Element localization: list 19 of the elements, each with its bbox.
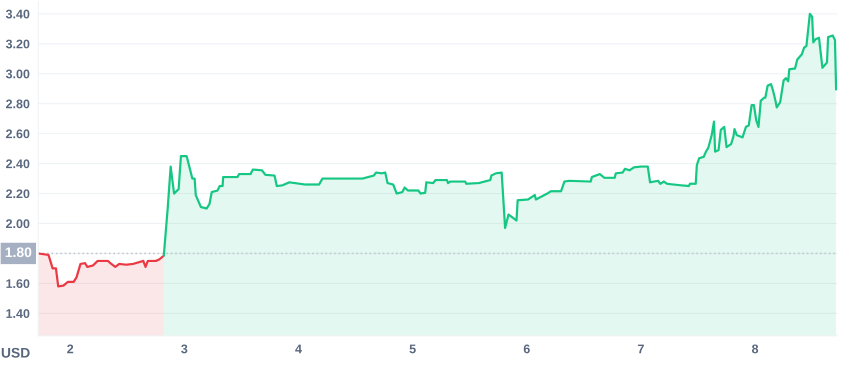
- x-tick-label: 4: [295, 344, 302, 354]
- y-tick-label: 3.40: [6, 10, 30, 18]
- y-tick-label: 3.00: [6, 70, 30, 78]
- x-tick-label: 2: [67, 344, 74, 354]
- y-tick-label: 2.00: [6, 219, 30, 228]
- y-tick-label: 1.40: [6, 309, 30, 318]
- y-tick-label: 2.40: [6, 159, 30, 168]
- y-tick-label: 3.20: [6, 40, 30, 48]
- x-tick-label: 8: [752, 344, 758, 354]
- y-tick-label: 2.20: [6, 189, 30, 198]
- x-tick-label: 3: [181, 344, 188, 354]
- y-axis-title: USD: [2, 348, 30, 358]
- x-tick-label: 5: [410, 344, 416, 354]
- y-tick-label: 2.60: [6, 129, 30, 138]
- y-tick-label: 1.60: [6, 279, 30, 288]
- ref-line-label: 1.80: [6, 247, 32, 258]
- y-tick-label: 2.80: [6, 99, 30, 108]
- x-tick-label: 7: [638, 344, 644, 354]
- x-tick-label: 6: [524, 344, 530, 354]
